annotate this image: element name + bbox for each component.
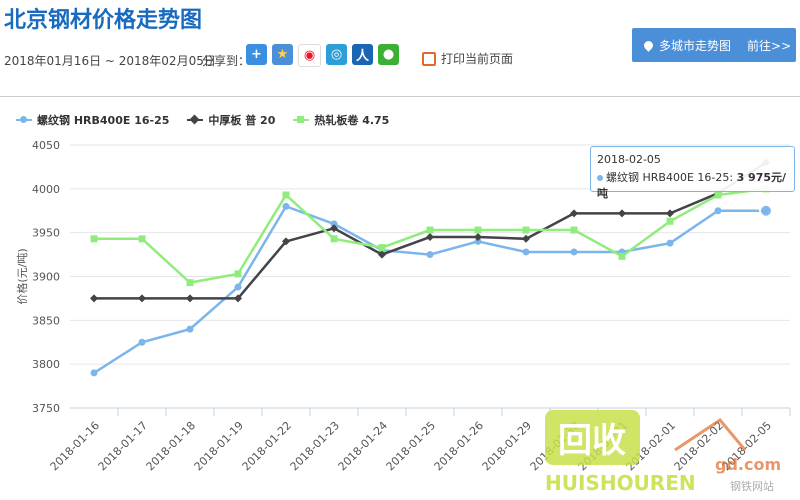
x-tick-label: 2018-01-19 bbox=[192, 419, 246, 473]
x-tick-label: 2018-01-25 bbox=[384, 419, 438, 473]
series-point-2 bbox=[570, 226, 578, 234]
series-point-2 bbox=[330, 235, 338, 243]
series-point-1 bbox=[186, 294, 194, 303]
header-divider bbox=[0, 96, 800, 97]
legend-label-plate: 中厚板 普 20 bbox=[208, 114, 276, 127]
series-point-2 bbox=[378, 244, 386, 252]
star-icon[interactable]: ★ bbox=[272, 44, 293, 65]
series-point-2 bbox=[90, 235, 98, 243]
series-point-1 bbox=[330, 224, 338, 233]
share-icons: + ★ ◉ ◎ 人 ● bbox=[246, 44, 399, 67]
print-button[interactable]: 打印当前页面 bbox=[422, 50, 513, 67]
print-label: 打印当前页面 bbox=[441, 52, 514, 66]
series-point-2 bbox=[234, 270, 242, 278]
y-axis-label: 价格(元/吨) bbox=[15, 248, 29, 304]
qzone-plus-icon[interactable]: + bbox=[246, 44, 267, 65]
weibo-icon[interactable]: ◉ bbox=[298, 44, 321, 67]
series-point-0 bbox=[186, 325, 194, 333]
x-tick-label: 2018-01-17 bbox=[96, 419, 150, 473]
watermark-mid: gd.com bbox=[715, 455, 781, 474]
x-tick-label: 2018-01-26 bbox=[432, 419, 486, 473]
y-tick-label: 3900 bbox=[32, 271, 60, 284]
share-label: 分享到： bbox=[202, 54, 251, 68]
y-tick-label: 4000 bbox=[32, 183, 60, 196]
x-tick-label: 2018-01-29 bbox=[480, 419, 534, 473]
series-point-0 bbox=[522, 248, 530, 256]
y-tick-label: 3800 bbox=[32, 358, 60, 371]
series-point-1 bbox=[282, 237, 290, 246]
series-point-1 bbox=[234, 294, 242, 303]
series-point-0 bbox=[282, 202, 290, 210]
hover-point-highlight bbox=[759, 203, 773, 218]
series-point-0 bbox=[234, 283, 242, 291]
tooltip-value: 3 975元/吨 bbox=[597, 171, 787, 200]
watermark-big: 回收 bbox=[558, 421, 626, 461]
tooltip-series: 螺纹钢 HRB400E 16-25: bbox=[606, 171, 734, 184]
series-point-1 bbox=[666, 209, 674, 218]
chart-legend: 螺纹钢 HRB400E 16-25 中厚板 普 20 热轧板卷 4.75 bbox=[16, 112, 389, 128]
series-point-2 bbox=[666, 217, 674, 225]
watermark-brand: HUISHOUREN bbox=[545, 471, 696, 495]
wechat-icon[interactable]: ● bbox=[378, 44, 399, 65]
legend-item-plate[interactable]: 中厚板 普 20 bbox=[187, 112, 275, 128]
series-point-2 bbox=[474, 226, 482, 234]
x-tick-label: 2018-01-23 bbox=[288, 419, 342, 473]
series-point-0 bbox=[570, 248, 578, 256]
date-range: 2018年01月16日 ~ 2018年02月05日 bbox=[4, 54, 216, 68]
series-point-0 bbox=[330, 220, 338, 228]
multi-city-action: 前往>> bbox=[747, 38, 792, 53]
renren-icon[interactable]: 人 bbox=[352, 44, 373, 65]
watermark-logo: 回收 gd.com HUISHOUREN 钢铁网站 bbox=[545, 410, 781, 495]
y-tick-label: 3750 bbox=[32, 402, 60, 415]
legend-item-rebar[interactable]: 螺纹钢 HRB400E 16-25 bbox=[16, 112, 169, 128]
series-point-0 bbox=[474, 237, 482, 245]
x-tick-label: 2018-01-22 bbox=[240, 419, 294, 473]
x-tick-label: 2018-01-16 bbox=[48, 419, 102, 473]
tooltip-series-dot bbox=[597, 175, 603, 181]
series-point-2 bbox=[426, 226, 434, 234]
series-point-1 bbox=[570, 209, 578, 218]
series-point-2 bbox=[714, 191, 722, 199]
series-point-2 bbox=[138, 235, 146, 243]
multi-city-label: 多城市走势图 bbox=[659, 38, 732, 53]
series-point-0 bbox=[138, 338, 146, 346]
x-tick-label: 2018-01-18 bbox=[144, 419, 198, 473]
series-point-1 bbox=[138, 294, 146, 303]
series-point-0 bbox=[426, 251, 434, 259]
tooltip-date: 2018-02-05 bbox=[597, 153, 661, 166]
tencent-weibo-icon[interactable]: ◎ bbox=[326, 44, 347, 65]
series-point-1 bbox=[522, 234, 530, 243]
chart-tooltip: 2018-02-05 螺纹钢 HRB400E 16-25: 3 975元/吨 bbox=[590, 146, 795, 200]
series-point-1 bbox=[618, 209, 626, 218]
watermark-site: 钢铁网站 bbox=[730, 479, 774, 493]
legend-label-coil: 热轧板卷 4.75 bbox=[314, 114, 390, 127]
series-point-2 bbox=[522, 226, 530, 234]
y-tick-label: 3850 bbox=[32, 314, 60, 327]
legend-item-coil[interactable]: 热轧板卷 4.75 bbox=[293, 112, 389, 128]
series-point-2 bbox=[618, 252, 626, 260]
multi-city-button[interactable]: 多城市走势图 前往>> bbox=[632, 28, 796, 62]
series-point-0 bbox=[666, 239, 674, 247]
y-tick-label: 4050 bbox=[32, 139, 60, 152]
series-point-1 bbox=[426, 233, 434, 242]
series-point-2 bbox=[282, 191, 290, 199]
x-tick-label: 2018-01-24 bbox=[336, 419, 390, 473]
series-point-1 bbox=[90, 294, 98, 303]
series-point-2 bbox=[186, 279, 194, 287]
page-title: 北京钢材价格走势图 bbox=[4, 8, 203, 33]
series-point-0 bbox=[714, 207, 722, 215]
printer-icon bbox=[422, 51, 436, 66]
legend-label-rebar: 螺纹钢 HRB400E 16-25 bbox=[37, 114, 170, 127]
series-point-1 bbox=[378, 250, 386, 259]
series-point-0 bbox=[90, 369, 98, 377]
series-point-1 bbox=[474, 233, 482, 242]
y-tick-label: 3950 bbox=[32, 227, 60, 240]
